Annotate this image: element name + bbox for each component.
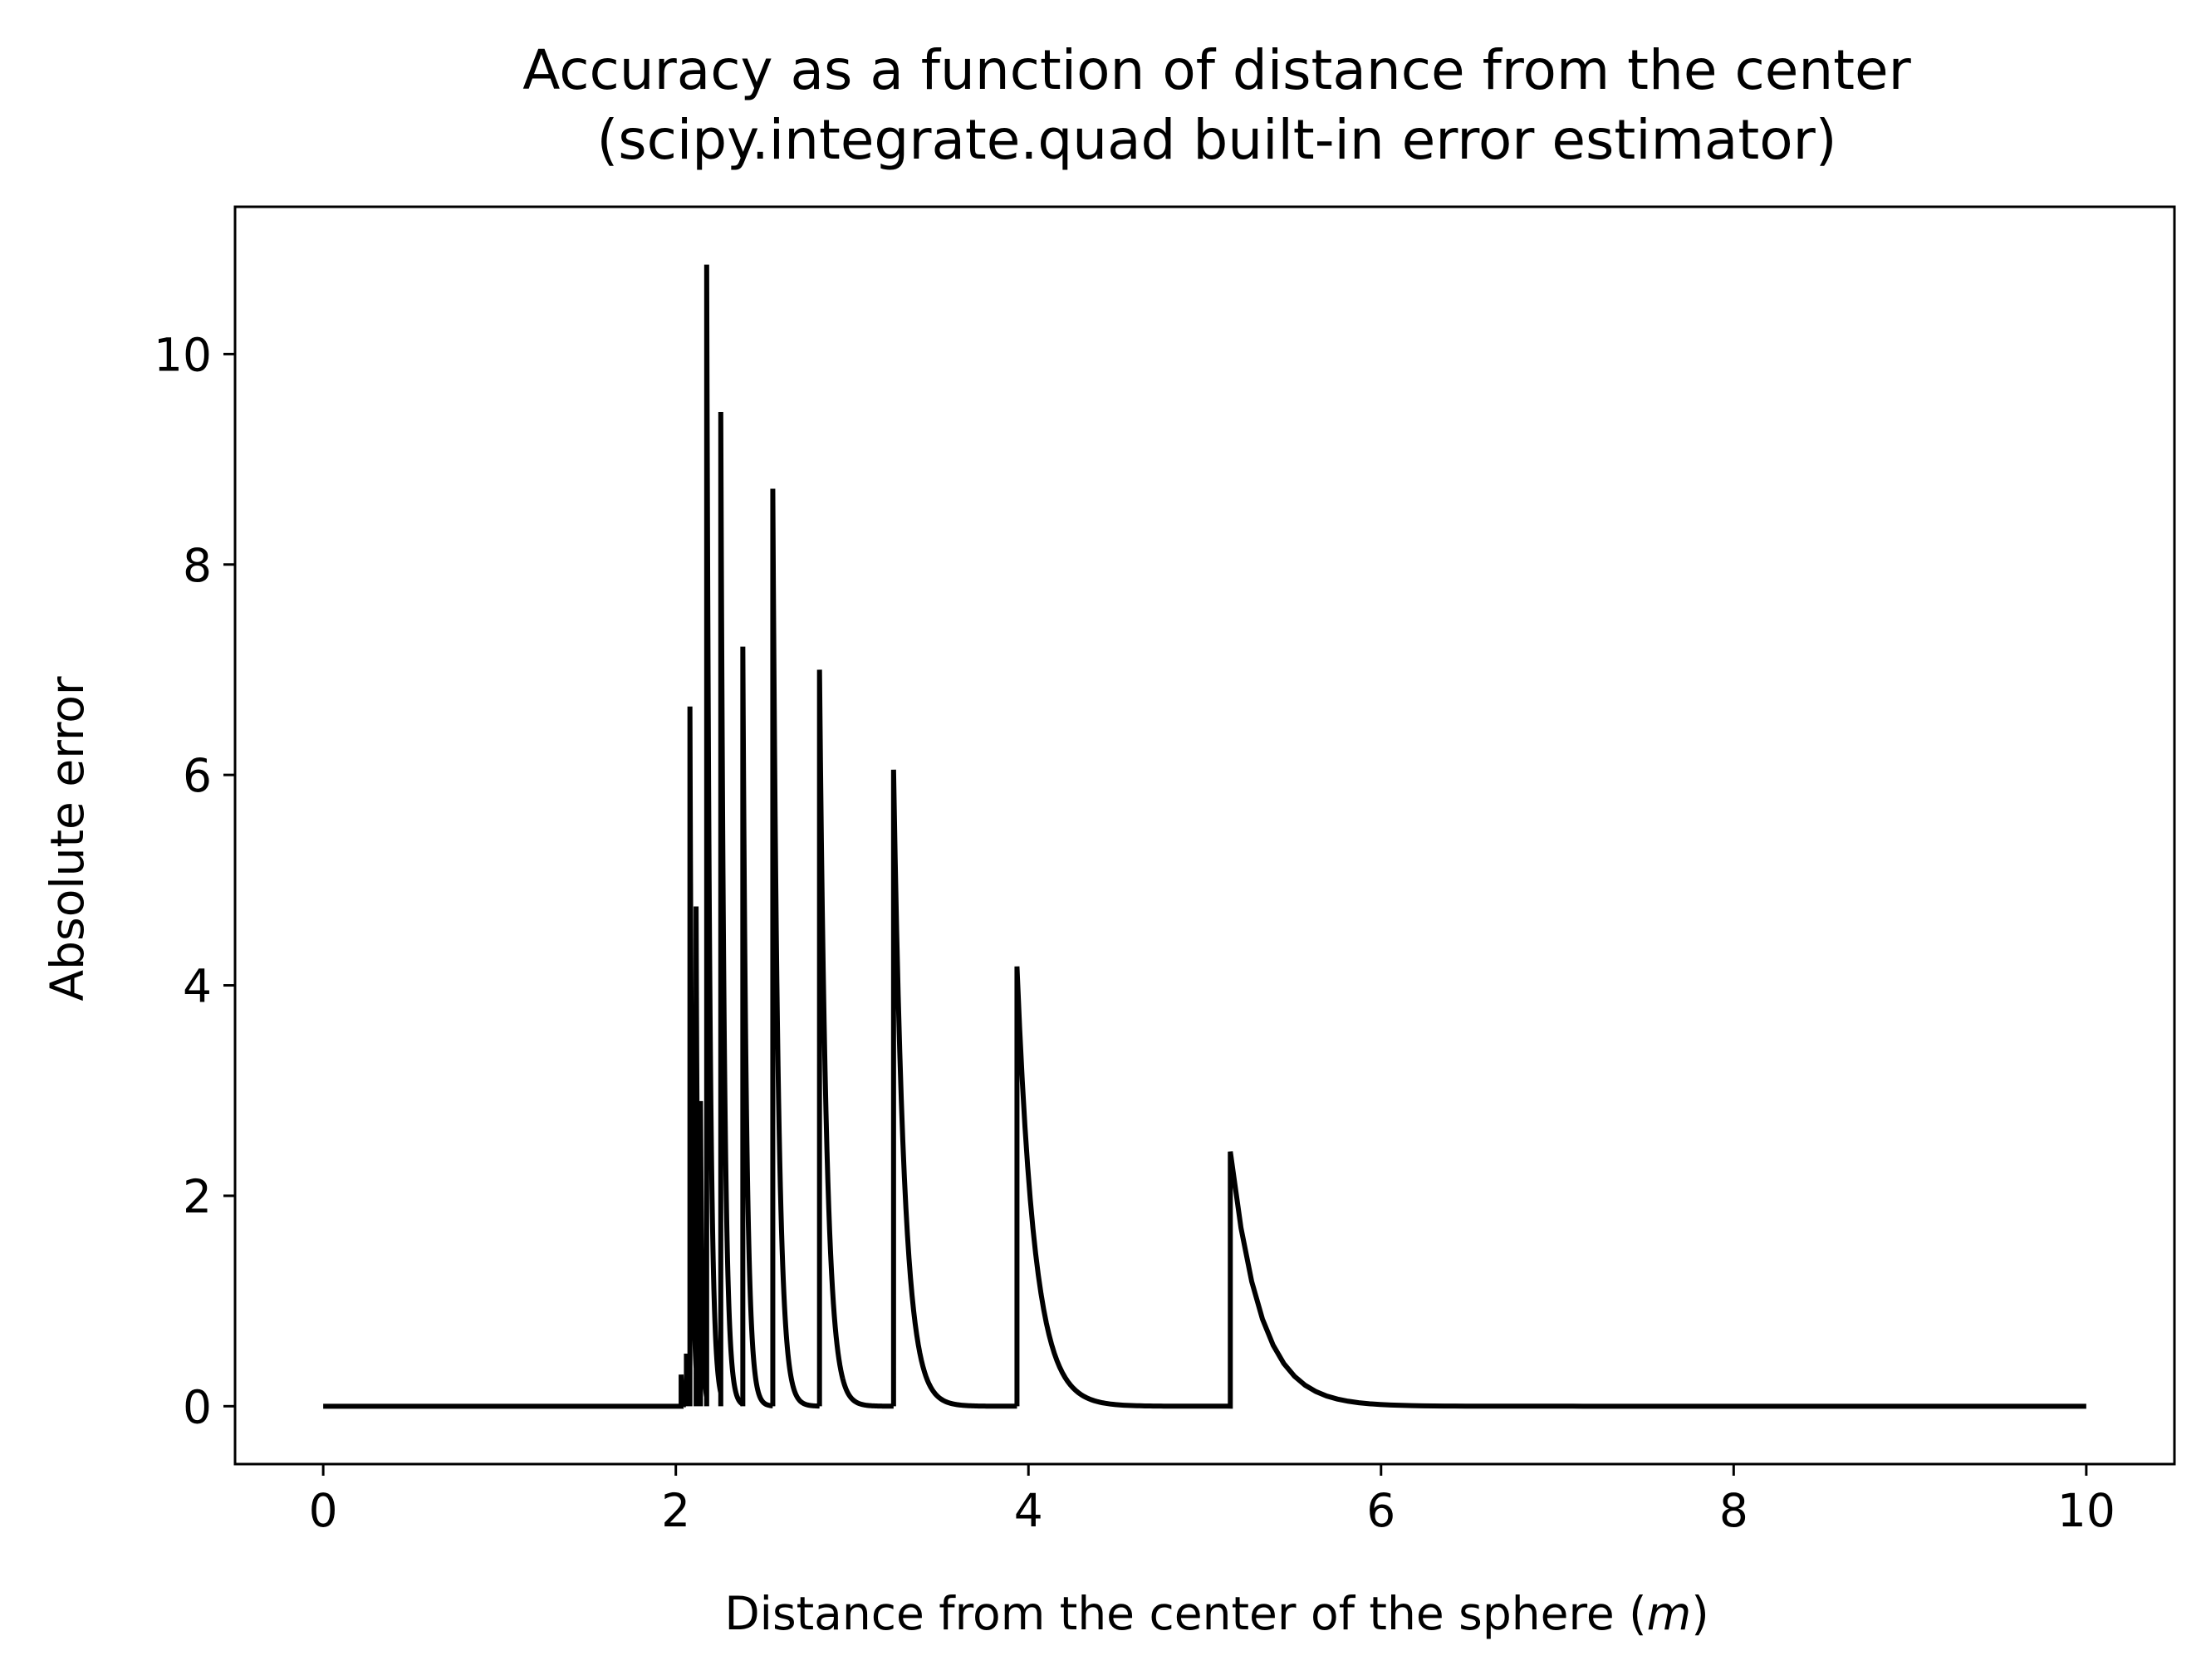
y-tick-label: 2 xyxy=(183,1170,212,1223)
y-tick-label: 0 xyxy=(183,1380,212,1433)
y-axis: 0 2 4 6 8 10 xyxy=(154,328,235,1433)
x-axis-label-unit: m xyxy=(1647,1587,1692,1640)
error-curve xyxy=(323,264,2086,1409)
x-axis-label: Distance from the center of the sphere (… xyxy=(724,1587,1708,1640)
x-axis-label-prefix: Distance from the center of the sphere ( xyxy=(724,1587,1646,1640)
x-tick-label: 0 xyxy=(309,1484,338,1537)
chart-title-line-1: Accuracy as a function of distance from … xyxy=(522,38,1911,102)
x-tick-label: 10 xyxy=(2057,1484,2115,1537)
y-tick-label: 6 xyxy=(183,749,212,802)
plot-area xyxy=(233,205,2176,1466)
axes-frame xyxy=(233,205,2176,1466)
x-tick-label: 2 xyxy=(661,1484,690,1537)
x-tick-label: 6 xyxy=(1366,1484,1395,1537)
y-axis-label: Absolute error xyxy=(41,676,94,1001)
x-tick-label: 4 xyxy=(1014,1484,1043,1537)
y-tick-label: 8 xyxy=(183,539,212,592)
x-axis-label-suffix: ) xyxy=(1691,1587,1708,1640)
y-tick-label: 10 xyxy=(154,328,212,381)
y-tick-label: 4 xyxy=(183,960,212,1013)
x-axis: 0 2 4 6 8 10 xyxy=(309,1464,2115,1537)
x-tick-label: 8 xyxy=(1719,1484,1748,1537)
chart-title-line-2: (scipy.integrate.quad built-in error est… xyxy=(597,108,1837,172)
